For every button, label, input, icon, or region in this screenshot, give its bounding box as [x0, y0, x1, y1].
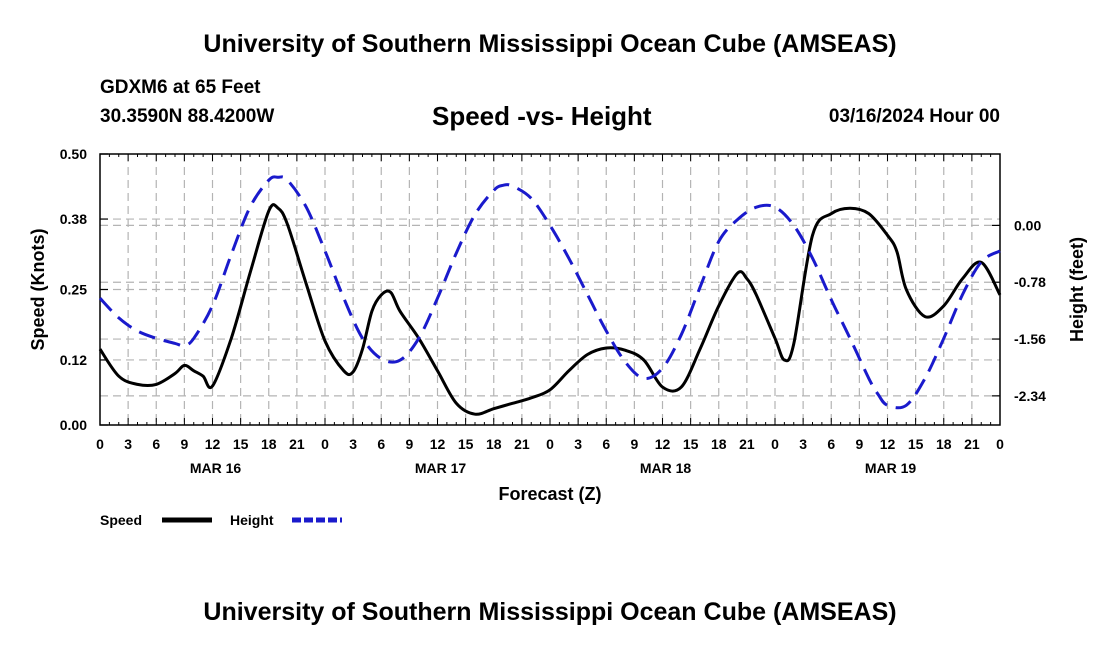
- legend-speed-label: Speed: [100, 512, 142, 528]
- x-tick-label: 21: [514, 436, 530, 452]
- x-tick-label: 0: [546, 436, 554, 452]
- y-tick-label: 0.50: [60, 146, 87, 162]
- x-tick-label: 0: [96, 436, 104, 452]
- date-label: MAR 19: [865, 460, 917, 476]
- y-tick-label: 0.12: [60, 352, 87, 368]
- x-tick-label: 9: [405, 436, 413, 452]
- date-label: MAR 17: [415, 460, 467, 476]
- x-tick-label: 6: [602, 436, 610, 452]
- y-tick-label: 0.38: [60, 211, 87, 227]
- x-tick-label: 9: [180, 436, 188, 452]
- station-label: GDXM6 at 65 Feet: [100, 77, 261, 98]
- x-tick-label: 12: [205, 436, 221, 452]
- x-tick-label: 12: [430, 436, 446, 452]
- x-tick-label: 3: [799, 436, 807, 452]
- x-tick-label: 6: [377, 436, 385, 452]
- x-tick-label: 0: [771, 436, 779, 452]
- series-line-height: [98, 175, 1001, 410]
- x-tick-label: 18: [936, 436, 952, 452]
- date-label: MAR 16: [190, 460, 242, 476]
- y-axis-label: Speed (Knots): [28, 228, 48, 350]
- y2-tick-label: -2.34: [1014, 388, 1046, 404]
- x-tick-label: 21: [289, 436, 305, 452]
- x-tick-label: 15: [458, 436, 474, 452]
- x-tick-label: 3: [574, 436, 582, 452]
- x-tick-label: 0: [996, 436, 1004, 452]
- y-tick-label: 0.25: [60, 282, 87, 298]
- x-tick-label: 6: [827, 436, 835, 452]
- y2-tick-label: -1.56: [1014, 331, 1046, 347]
- x-tick-label: 15: [683, 436, 699, 452]
- x-tick-label: 9: [855, 436, 863, 452]
- x-tick-label: 0: [321, 436, 329, 452]
- y2-tick-label: -0.78: [1014, 274, 1046, 290]
- x-tick-label: 18: [261, 436, 277, 452]
- series-line-speed: [98, 203, 1002, 416]
- x-tick-label: 6: [152, 436, 160, 452]
- x-tick-label: 18: [486, 436, 502, 452]
- x-tick-label: 9: [630, 436, 638, 452]
- x-tick-label: 15: [233, 436, 249, 452]
- x-tick-label: 18: [711, 436, 727, 452]
- forecast-datetime: 03/16/2024 Hour 00: [828, 106, 1000, 127]
- y2-axis-label: Height (feet): [1067, 237, 1087, 342]
- x-tick-label: 21: [739, 436, 755, 452]
- page-title: University of Southern Mississippi Ocean…: [203, 30, 897, 58]
- x-axis-label: Forecast (Z): [498, 484, 601, 504]
- chart-title: Speed -vs- Height: [432, 101, 652, 131]
- footer-title: University of Southern Mississippi Ocean…: [203, 598, 897, 626]
- x-tick-label: 21: [964, 436, 980, 452]
- x-tick-label: 12: [655, 436, 671, 452]
- x-tick-label: 15: [908, 436, 924, 452]
- date-label: MAR 18: [640, 460, 692, 476]
- y-tick-label: 0.00: [60, 417, 87, 433]
- x-tick-label: 3: [349, 436, 357, 452]
- y2-tick-label: 0.00: [1014, 217, 1041, 233]
- station-coordinates: 30.3590N 88.4200W: [100, 106, 275, 127]
- legend-height-label: Height: [230, 512, 274, 528]
- x-tick-label: 12: [880, 436, 896, 452]
- x-tick-label: 3: [124, 436, 132, 452]
